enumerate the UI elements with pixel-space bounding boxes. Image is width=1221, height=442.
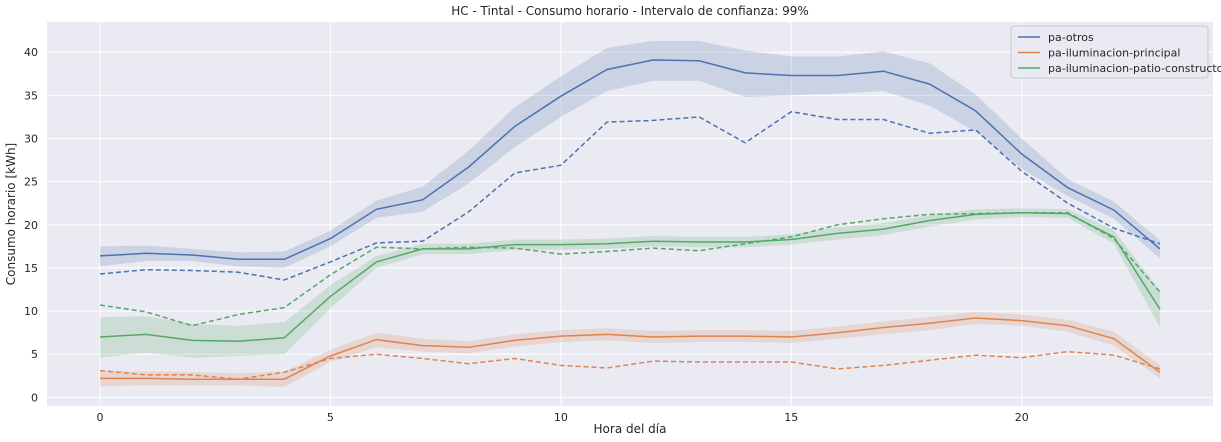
x-tick-label: 0 <box>97 411 104 424</box>
x-tick-label: 5 <box>327 411 334 424</box>
y-tick-label: 5 <box>31 348 38 361</box>
y-tick-label: 40 <box>24 46 38 59</box>
x-tick-label: 15 <box>784 411 798 424</box>
x-tick-labels: 0 5 10 15 20 <box>97 411 1029 424</box>
confidence-bands <box>100 41 1160 387</box>
grid-lines <box>47 22 1213 406</box>
dashed-lines <box>99 110 1161 380</box>
confidence-band <box>100 208 1160 358</box>
series-line <box>99 211 1161 343</box>
dashed-series-line <box>99 110 1161 281</box>
y-tick-label: 30 <box>24 132 38 145</box>
y-tick-label: 15 <box>24 262 38 275</box>
x-axis-title: Hora del día <box>594 422 667 436</box>
chart-title: HC - Tintal - Consumo horario - Interval… <box>451 4 809 18</box>
x-tick-label: 10 <box>554 411 568 424</box>
legend-label: pa-iluminacion-principal <box>1048 47 1180 60</box>
plot-background <box>47 22 1213 406</box>
dashed-series-line <box>99 350 1161 380</box>
y-tick-label: 10 <box>24 305 38 318</box>
series-line <box>100 317 1161 380</box>
series-lines <box>99 59 1161 380</box>
x-tick-label: 20 <box>1015 411 1029 424</box>
legend-label: pa-iluminacion-patio-constructor <box>1048 62 1221 75</box>
legend: pa-otros pa-iluminacion-principal pa-ilumi… <box>1010 25 1221 79</box>
y-axis-title: Consumo horario [kWh] <box>4 143 18 285</box>
legend-label: pa-otros <box>1048 31 1094 44</box>
y-tick-label: 25 <box>24 176 38 189</box>
y-tick-labels: 0 5 10 15 20 25 30 35 40 <box>24 46 38 404</box>
dashed-series-line <box>99 211 1161 327</box>
legend-box <box>1010 25 1209 79</box>
confidence-band <box>100 41 1160 268</box>
y-tick-label: 0 <box>31 391 38 404</box>
y-tick-label: 20 <box>24 219 38 232</box>
y-tick-label: 35 <box>24 89 38 102</box>
confidence-band <box>100 311 1160 387</box>
series-line <box>99 59 1161 261</box>
